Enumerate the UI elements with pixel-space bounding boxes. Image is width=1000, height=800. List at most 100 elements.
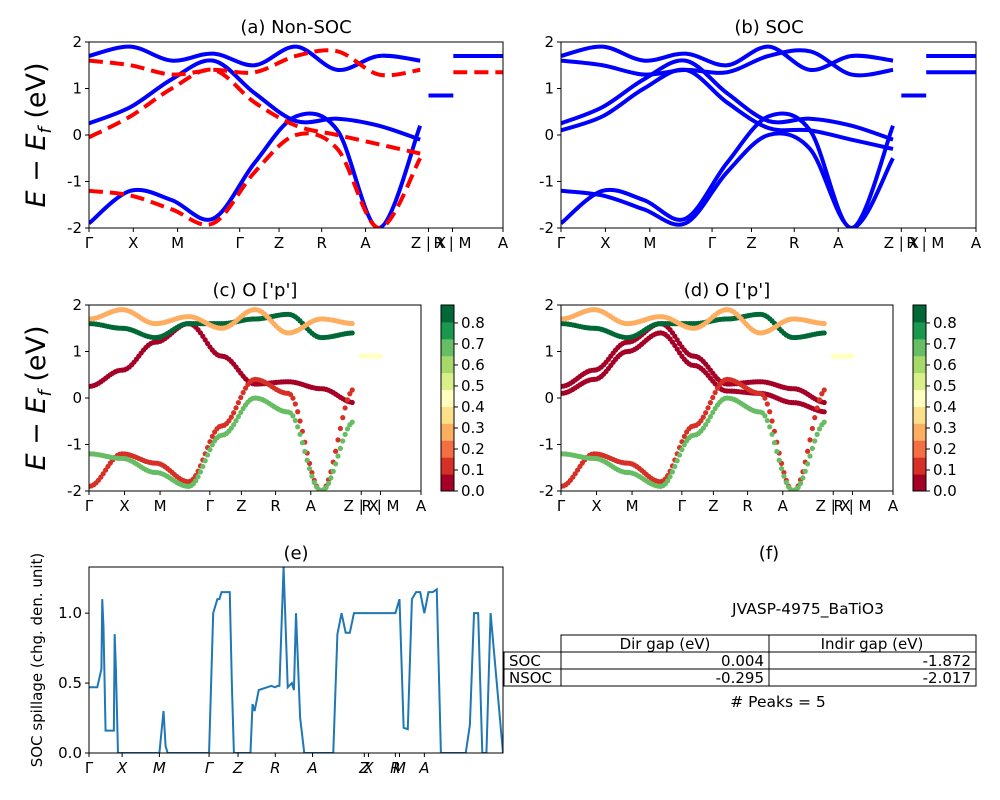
plot-area-e (89, 567, 503, 753)
table-row-nsoc-box (503, 668, 977, 687)
spillage-line (89, 567, 503, 753)
band-point-d-2 (816, 397, 823, 403)
band-point-d-2 (712, 389, 718, 396)
band-point-d-2 (814, 405, 820, 411)
ylabel-energy-mid: E − Ef (eV) (21, 326, 56, 471)
band-point-d-0 (821, 399, 827, 406)
band-point-d-2 (703, 410, 709, 416)
ytick-label-b: 1 (544, 80, 554, 98)
colorbar-segment-d (913, 389, 926, 407)
band-point-c-2 (238, 409, 244, 416)
colorbar-segment-c (441, 457, 454, 475)
colorbar-segment-c (441, 321, 454, 340)
band-point-d-3 (679, 447, 685, 453)
band-point-c-1 (226, 418, 232, 424)
table-title: JVASP-4975_BaTiO3 (731, 600, 884, 619)
band-point-c-2 (304, 457, 310, 463)
band-point-c-1 (209, 433, 215, 440)
xtick-label-a: Z (274, 234, 284, 252)
xtick-label-c: A (306, 497, 317, 515)
band-point-c-1 (292, 401, 298, 407)
title-panel-c: (c) O ['p'] (213, 280, 298, 301)
colorbar-tick-label-d: 0.5 (933, 377, 957, 395)
colorbar-segment-c (441, 440, 454, 458)
colorbar-segment-c (441, 389, 454, 407)
xtick-label-e: X (116, 759, 128, 777)
band-line-a-2 (89, 44, 421, 72)
colorbar-tick-label-d: 0.8 (933, 314, 957, 332)
band-point-c-2 (207, 447, 213, 453)
band-line-b-5 (561, 48, 894, 78)
ytick-label-d: 2 (544, 296, 554, 314)
gap-table: Dir gap (eV) Indir gap (eV) SOC 0.004 -1… (503, 634, 977, 687)
table-header-indir: Indir gap (eV) (821, 635, 924, 653)
ytick-label-b: -1 (539, 173, 554, 191)
colorbar-tick-label-c: 0.4 (461, 398, 485, 416)
xtick-label-a: X (128, 234, 138, 252)
band-point-c-1 (333, 448, 339, 454)
ytick-label-a: -1 (67, 173, 82, 191)
band-point-c-2 (297, 431, 303, 437)
band-point-c-2 (306, 466, 313, 472)
band-point-d-2 (764, 401, 770, 407)
ytick-label-b: -2 (539, 219, 554, 237)
colorbar-segment-d (913, 423, 926, 441)
band-point-c-2 (195, 474, 201, 480)
xtick-label-c: X (119, 497, 129, 515)
xtick-label-c: Z | X (344, 497, 379, 515)
axes-frame-e (88, 566, 504, 754)
colorbar-segment-d (913, 440, 926, 458)
xtick-label-a: M (171, 234, 184, 252)
band-point-c-1 (242, 385, 249, 391)
xtick-label-e: Z (358, 759, 370, 777)
xtick-label-c: A (416, 497, 427, 515)
colorbar-tick-label-c: 0.6 (461, 356, 485, 374)
band-point-c-2 (197, 469, 204, 475)
band-point-d-2 (807, 437, 813, 443)
xtick-label-b: Γ (557, 234, 566, 252)
xtick-label-e: M (153, 759, 166, 777)
xtick-label-d: Γ (557, 497, 566, 515)
xtick-label-d: Z (708, 497, 718, 515)
band-point-d-3 (667, 474, 673, 480)
band-point-c-2 (204, 452, 211, 458)
band-point-c-2 (295, 424, 301, 430)
ytick-label-d: -2 (539, 482, 554, 500)
band-point-d-3 (783, 479, 789, 485)
colorbar-segment-d (913, 305, 926, 323)
xtick-label-a: Γ (85, 234, 94, 252)
band-point-c-1 (335, 437, 341, 443)
xtick-label-b: X (600, 234, 610, 252)
ytick-label-c: -2 (67, 482, 82, 500)
colorbar-segment-d (913, 406, 926, 424)
title-panel-f: (f) (759, 543, 779, 564)
table-row-label-nsoc: NSOC (509, 669, 552, 687)
band-point-c-1 (228, 414, 234, 420)
ylabel-spillage: SOC spillage (chg. den. unit) (28, 553, 46, 768)
band-point-c-2 (340, 438, 346, 444)
band-point-d-3 (795, 484, 801, 491)
xtick-label-d: R | M (834, 497, 872, 515)
xtick-label-c: R | M (362, 497, 400, 515)
band-point-d-3 (769, 431, 775, 437)
band-point-c-2 (333, 461, 339, 467)
xtick-label-b: R (789, 234, 799, 252)
xtick-label-e: Γ (205, 759, 215, 777)
band-point-d-3 (665, 478, 671, 484)
xtick-label-b: M (643, 234, 656, 252)
xtick-label-b: Z | X (884, 234, 919, 252)
ylabel-energy-mid-units: (eV) (21, 326, 52, 391)
table-header-dir: Dir gap (eV) (620, 635, 711, 653)
table-cell-soc-indir: -1.872 (923, 652, 971, 670)
band-point-c-2 (342, 431, 348, 437)
plot-area-d (561, 307, 855, 491)
band-line-a-4 (89, 131, 422, 228)
band-point-d-2 (698, 418, 704, 424)
band-point-d-2 (819, 391, 825, 397)
ylabel-energy-mid-main: E − E (21, 397, 52, 471)
band-point-d-3 (764, 417, 770, 424)
band-point-d-2 (714, 385, 721, 391)
xtick-label-c: Z (236, 497, 246, 515)
xtick-label-e: R (390, 759, 400, 777)
